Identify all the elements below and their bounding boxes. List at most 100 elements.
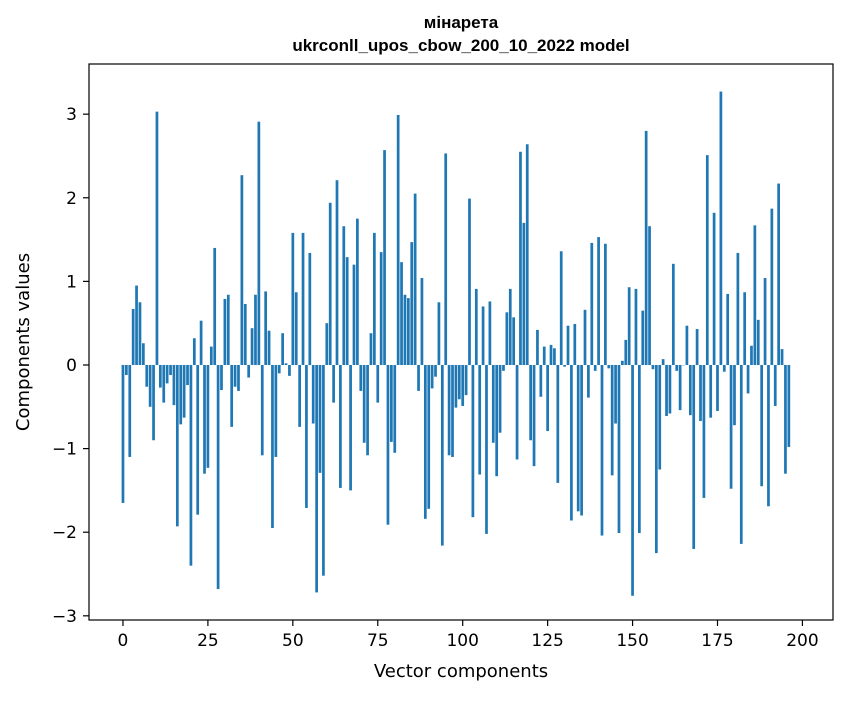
bar (533, 365, 536, 466)
bar (669, 365, 672, 413)
x-tick-label: 75 (367, 631, 389, 651)
bar (244, 304, 247, 365)
bar (370, 333, 373, 365)
bar (373, 233, 376, 365)
bar (241, 175, 244, 365)
bar (590, 243, 593, 365)
bar (417, 365, 420, 391)
bar (407, 298, 410, 365)
x-tick-label: 175 (701, 631, 733, 651)
bar (410, 242, 413, 365)
x-tick-label: 150 (616, 631, 648, 651)
bar (149, 365, 152, 407)
bar (652, 365, 655, 369)
bar (529, 365, 532, 440)
bar (251, 328, 254, 365)
bar (726, 294, 729, 365)
bar (285, 363, 288, 365)
x-tick-label: 0 (118, 631, 129, 651)
bar (597, 237, 600, 365)
bar (169, 365, 172, 375)
chart-subtitle: ukrconll_upos_cbow_200_10_2022 model (292, 36, 629, 55)
bar (455, 365, 458, 408)
y-tick-label: 2 (66, 189, 77, 209)
bar (648, 226, 651, 365)
chart-title: мінарета (424, 13, 499, 32)
bar (546, 365, 549, 431)
bar (774, 365, 777, 406)
bar (142, 343, 145, 365)
bar (461, 365, 464, 406)
y-tick-label: 3 (66, 105, 77, 125)
bar (376, 365, 379, 403)
bar (689, 365, 692, 415)
bar (472, 365, 475, 517)
bar (237, 365, 240, 391)
bar (312, 365, 315, 424)
bar (465, 365, 468, 395)
bar (210, 347, 213, 365)
bar (526, 144, 529, 365)
bar (387, 365, 390, 525)
bar (492, 365, 495, 443)
bar (397, 115, 400, 365)
bar (784, 365, 787, 474)
bar (393, 365, 396, 453)
bar (519, 152, 522, 365)
x-tick-label: 200 (786, 631, 818, 651)
bar (139, 302, 142, 365)
bar (281, 333, 284, 365)
bar (203, 365, 206, 474)
bar (512, 317, 515, 365)
bar (319, 365, 322, 473)
bar (641, 311, 644, 365)
bar (213, 248, 216, 365)
x-tick-label: 100 (446, 631, 478, 651)
bar (200, 321, 203, 365)
x-tick-label: 125 (531, 631, 563, 651)
bar (482, 306, 485, 365)
bar (268, 331, 271, 365)
bar (618, 365, 621, 533)
bar (658, 365, 661, 470)
bar (696, 329, 699, 365)
bar (258, 122, 261, 365)
bar (434, 365, 437, 377)
bar (699, 365, 702, 421)
bar (495, 365, 498, 476)
y-tick-label: −3 (52, 607, 77, 627)
bar (570, 365, 573, 521)
bar (594, 365, 597, 371)
bar (713, 213, 716, 365)
bar (254, 295, 257, 365)
bar (553, 348, 556, 365)
bars-layer (122, 92, 791, 596)
bar (366, 365, 369, 455)
bar (458, 365, 461, 399)
bar (332, 365, 335, 403)
bar (230, 365, 233, 427)
bar (421, 278, 424, 365)
bar (563, 365, 566, 367)
bar (427, 365, 430, 509)
bar (733, 365, 736, 425)
bar (723, 365, 726, 372)
bar (176, 365, 179, 526)
bar (227, 295, 230, 365)
bar (475, 289, 478, 365)
bar (743, 292, 746, 365)
bar (645, 131, 648, 365)
bar (675, 365, 678, 371)
bar (291, 233, 294, 365)
bar (665, 365, 668, 416)
bar (607, 365, 610, 368)
bar (584, 310, 587, 365)
bar (764, 278, 767, 365)
bar (777, 184, 780, 365)
bar (506, 312, 509, 365)
bar (536, 330, 539, 365)
bar (431, 365, 434, 388)
bar (305, 365, 308, 508)
bar (441, 365, 444, 546)
